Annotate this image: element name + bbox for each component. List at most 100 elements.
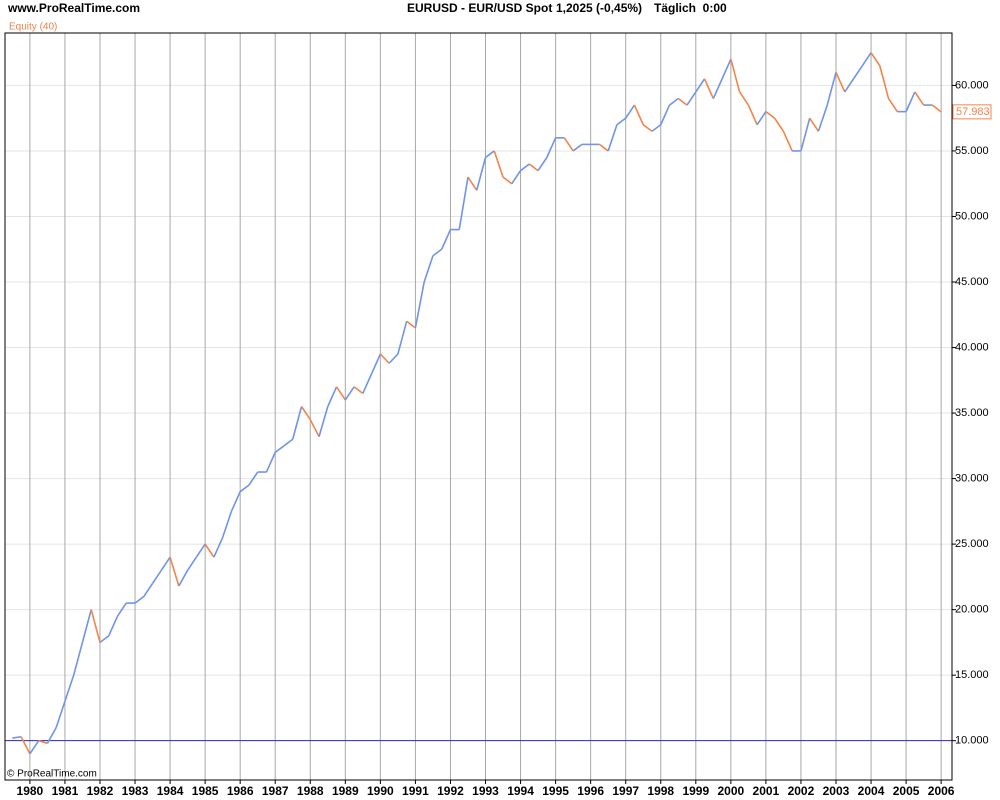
x-tick-label: 2006 bbox=[928, 784, 955, 798]
equity-segment bbox=[520, 163, 530, 172]
equity-segment bbox=[467, 176, 478, 191]
equity-segment bbox=[625, 104, 636, 119]
equity-segment bbox=[20, 736, 31, 755]
equity-segment bbox=[800, 117, 811, 152]
equity-segment bbox=[178, 569, 189, 587]
equity-segment bbox=[116, 602, 127, 617]
equity-segment bbox=[221, 511, 233, 538]
equity-segment bbox=[887, 98, 898, 113]
equity-segment bbox=[712, 78, 723, 99]
equity-segment bbox=[528, 163, 539, 172]
x-tick-label: 1991 bbox=[402, 784, 429, 798]
x-tick-label: 2002 bbox=[788, 784, 815, 798]
x-tick-label: 1993 bbox=[472, 784, 499, 798]
equity-segment bbox=[291, 406, 303, 440]
x-tick-label: 1995 bbox=[542, 784, 569, 798]
equity-segment bbox=[169, 556, 180, 587]
equity-segment bbox=[826, 72, 837, 106]
equity-segment bbox=[695, 78, 706, 93]
equity-segment bbox=[563, 137, 574, 152]
y-tick-label: 40.000 bbox=[955, 341, 989, 353]
x-tick-label: 2004 bbox=[858, 784, 885, 798]
x-tick-label: 1996 bbox=[577, 784, 604, 798]
equity-segment bbox=[598, 143, 609, 152]
equity-segment bbox=[99, 635, 110, 644]
equity-segment bbox=[327, 386, 338, 407]
y-tick-label: 45.000 bbox=[955, 276, 989, 288]
equity-segment bbox=[143, 582, 154, 597]
equity-segment bbox=[773, 117, 785, 132]
equity-segment bbox=[931, 104, 942, 113]
equity-segment bbox=[362, 373, 373, 394]
equity-segment bbox=[151, 569, 162, 584]
equity-segment bbox=[686, 91, 697, 106]
x-tick-label: 2005 bbox=[893, 784, 920, 798]
equity-segment bbox=[186, 556, 198, 571]
equity-segment bbox=[782, 130, 793, 152]
y-tick-label: 60.000 bbox=[955, 79, 989, 91]
quote: 1,2025 (-0,45%) bbox=[556, 1, 642, 15]
equity-segment bbox=[239, 484, 250, 493]
equity-segment bbox=[248, 471, 259, 486]
x-tick-label: 1982 bbox=[87, 784, 114, 798]
indicator-label: Equity (40) bbox=[9, 22, 57, 33]
equity-segment bbox=[537, 157, 548, 172]
equity-segment bbox=[432, 248, 443, 257]
equity-segment bbox=[230, 491, 241, 512]
equity-segment bbox=[458, 177, 469, 230]
x-tick-label: 1981 bbox=[52, 784, 79, 798]
equity-segment bbox=[879, 65, 890, 99]
equity-segment bbox=[195, 543, 206, 558]
x-tick-label: 2003 bbox=[823, 784, 850, 798]
equity-segment bbox=[703, 78, 715, 99]
equity-segment bbox=[300, 406, 311, 421]
equity-segment bbox=[309, 419, 320, 438]
equity-segment bbox=[90, 609, 101, 643]
y-tick-label: 50.000 bbox=[955, 210, 989, 222]
equity-segment bbox=[642, 124, 653, 132]
x-tick-label: 1999 bbox=[682, 784, 709, 798]
equity-segment bbox=[38, 739, 48, 745]
x-tick-label: 1998 bbox=[647, 784, 674, 798]
equity-segment bbox=[852, 65, 863, 80]
equity-segment bbox=[397, 321, 408, 355]
equity-segment bbox=[669, 97, 679, 106]
equity-segment bbox=[475, 157, 487, 191]
y-tick-label: 10.000 bbox=[955, 735, 989, 747]
y-tick-label: 20.000 bbox=[955, 604, 989, 616]
equity-segment bbox=[485, 150, 495, 159]
site: www.ProRealTime.com bbox=[7, 1, 140, 15]
equity-segment bbox=[905, 91, 916, 112]
equity-segment bbox=[511, 170, 522, 185]
equity-segment bbox=[721, 58, 732, 80]
equity-segment bbox=[64, 674, 75, 702]
equity-segment bbox=[204, 543, 215, 558]
x-tick-label: 1986 bbox=[227, 784, 254, 798]
y-tick-label: 55.000 bbox=[955, 145, 989, 157]
equity-segment bbox=[835, 71, 846, 93]
equity-segment bbox=[12, 735, 22, 739]
equity-segment bbox=[265, 452, 276, 473]
x-tick-label: 2000 bbox=[717, 784, 744, 798]
equity-segment bbox=[572, 143, 583, 152]
plot-frame bbox=[4, 32, 953, 781]
equity-segment bbox=[546, 137, 557, 158]
equity-segment bbox=[108, 615, 119, 637]
equity-segment bbox=[55, 701, 66, 728]
equity-segment bbox=[72, 642, 84, 676]
equity-segment bbox=[747, 104, 758, 126]
equity-segment bbox=[353, 386, 364, 395]
equity-segment bbox=[809, 117, 820, 132]
equity-segment bbox=[274, 445, 285, 454]
equity-segment bbox=[335, 386, 346, 401]
equity-segment bbox=[730, 59, 741, 93]
equity-segment bbox=[81, 609, 92, 643]
equity-segment bbox=[414, 281, 425, 329]
equity-segment bbox=[388, 353, 399, 364]
equity-segment bbox=[160, 556, 171, 571]
x-tick-label: 2001 bbox=[753, 784, 780, 798]
equity-segment bbox=[861, 52, 872, 67]
equity-segment bbox=[817, 104, 828, 132]
equity-segment bbox=[651, 124, 662, 132]
